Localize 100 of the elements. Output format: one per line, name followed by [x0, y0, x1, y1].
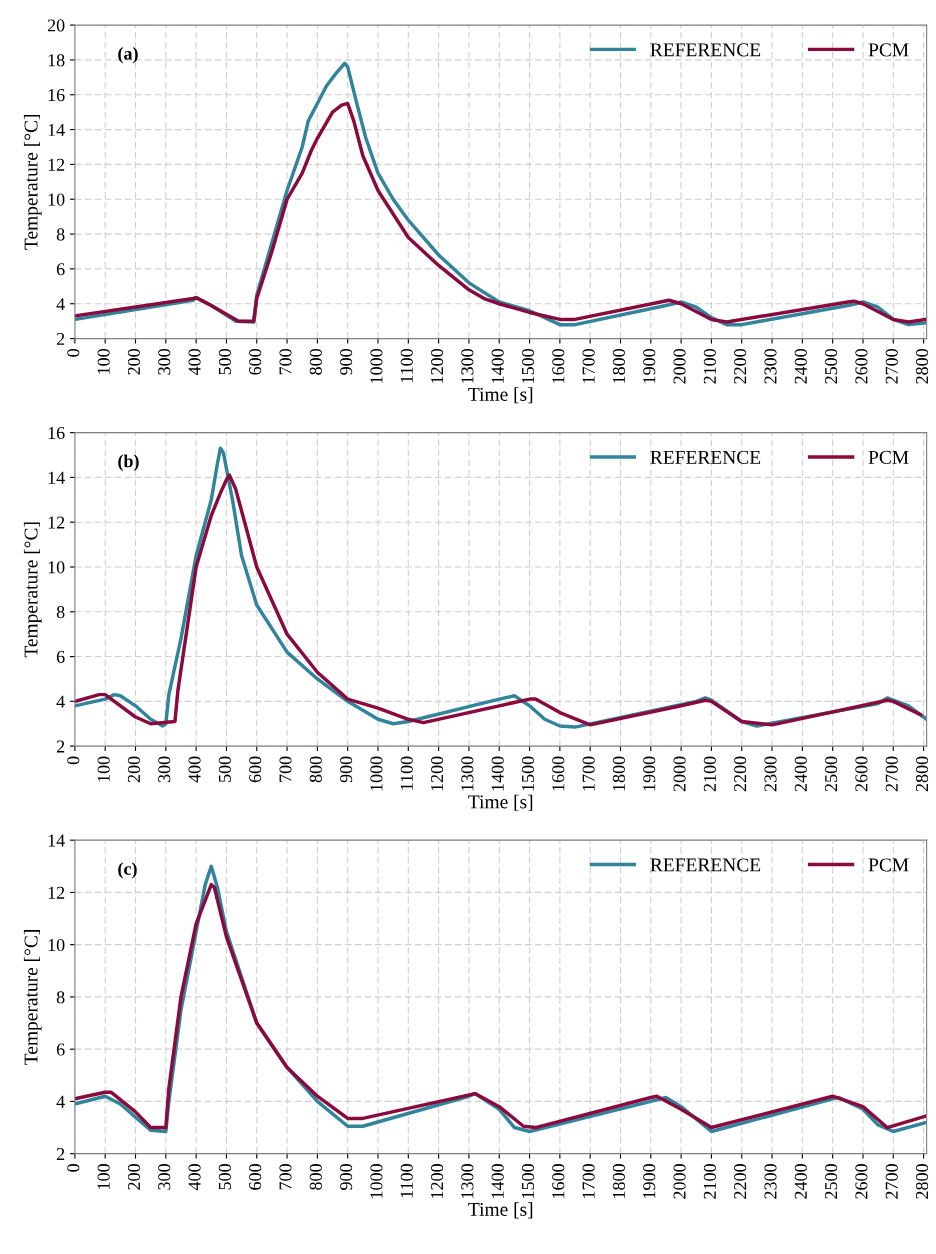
x-tick-label: 1700 — [582, 756, 595, 791]
x-tick-label: 900 — [340, 1164, 353, 1190]
x-tick-label: 2400 — [794, 348, 807, 384]
y-tick-label: 2 — [56, 740, 65, 753]
x-tick-label: 1400 — [491, 1164, 504, 1198]
x-tick-label: 1000 — [370, 1164, 383, 1198]
x-tick-label: 0 — [67, 348, 80, 357]
x-tick-label: 2100 — [703, 348, 716, 384]
y-axis-title: Temperature [°C] — [23, 522, 42, 658]
legend-label: REFERENCE — [650, 43, 761, 57]
x-tick-label: 1100 — [400, 1164, 413, 1198]
x-tick-label: 900 — [340, 348, 353, 375]
x-tick-label: 1700 — [582, 1164, 595, 1198]
x-tick-label: 2000 — [673, 1164, 686, 1199]
x-tick-label: 400 — [188, 1164, 201, 1191]
y-axis-title: Temperature [°C] — [23, 930, 42, 1065]
x-tick-label: 700 — [279, 756, 292, 782]
x-tick-label: 1300 — [461, 1164, 474, 1198]
x-tick-label: 1200 — [430, 348, 444, 383]
x-tick-label: 700 — [279, 348, 292, 375]
x-tick-label: 300 — [158, 756, 171, 783]
legend-label: PCM — [868, 858, 909, 872]
x-tick-label: 2800 — [915, 1164, 929, 1199]
x-tick-label: 1600 — [552, 1164, 565, 1198]
x-tick-label: 2300 — [764, 756, 777, 792]
y-tick-label: 14 — [48, 834, 65, 847]
x-tick-label: 1600 — [552, 756, 565, 791]
legend-label: PCM — [868, 43, 909, 57]
x-tick-label: 500 — [218, 1164, 231, 1190]
x-tick-label: 400 — [188, 348, 201, 376]
x-tick-label: 1000 — [370, 348, 383, 383]
legend-label: REFERENCE — [650, 450, 761, 464]
y-tick-label: 12 — [48, 886, 65, 899]
y-tick-label: 6 — [56, 263, 65, 276]
x-tick-label: 300 — [158, 1164, 171, 1190]
y-tick-label: 10 — [48, 193, 65, 206]
x-tick-label: 300 — [158, 348, 171, 375]
y-tick-label: 12 — [48, 158, 65, 171]
x-tick-label: 100 — [97, 348, 110, 374]
y-tick-label: 8 — [56, 606, 65, 619]
x-tick-label: 2200 — [734, 348, 747, 384]
x-tick-label: 1300 — [461, 348, 474, 383]
x-tick-label: 2600 — [855, 1164, 868, 1199]
x-tick-label: 2200 — [734, 756, 747, 792]
legend-label: REFERENCE — [650, 858, 761, 872]
x-tick-label: 0 — [67, 1164, 80, 1172]
x-tick-label: 200 — [127, 756, 141, 783]
x-tick-label: 2100 — [703, 1164, 716, 1199]
y-tick-label: 12 — [48, 516, 65, 529]
x-tick-label: 800 — [309, 1164, 322, 1190]
x-tick-label: 2600 — [855, 756, 868, 792]
x-tick-label: 1100 — [400, 756, 413, 790]
x-tick-label: 2300 — [764, 348, 777, 384]
y-tick-label: 14 — [48, 123, 65, 136]
x-tick-label: 1700 — [582, 348, 595, 383]
x-tick-label: 1900 — [643, 1164, 656, 1198]
y-tick-label: 16 — [48, 89, 65, 102]
y-tick-label: 20 — [47, 19, 65, 32]
x-tick-label: 2000 — [673, 756, 686, 792]
x-tick-label: 2700 — [885, 1164, 898, 1199]
x-tick-label: 100 — [97, 1164, 110, 1189]
x-tick-label: 1800 — [612, 348, 626, 383]
x-tick-label: 2400 — [794, 756, 807, 792]
x-axis-title: Time [s] — [468, 1202, 533, 1219]
x-tick-label: 600 — [249, 1164, 262, 1190]
x-tick-label: 1500 — [521, 1164, 535, 1198]
x-tick-label: 2300 — [764, 1164, 777, 1199]
x-tick-label: 700 — [279, 1164, 292, 1190]
y-tick-label: 8 — [56, 228, 65, 241]
x-tick-label: 600 — [249, 348, 262, 375]
x-tick-label: 1300 — [461, 756, 474, 791]
x-tick-label: 800 — [309, 756, 322, 783]
x-tick-label: 2200 — [734, 1164, 747, 1199]
y-tick-label: 10 — [48, 938, 65, 952]
x-tick-label: 2500 — [825, 756, 838, 792]
x-tick-label: 200 — [127, 348, 141, 375]
x-tick-label: 2800 — [915, 348, 929, 384]
x-tick-label: 1900 — [643, 348, 656, 383]
y-tick-label: 4 — [56, 695, 65, 708]
x-tick-label: 1000 — [370, 756, 383, 791]
y-tick-label: 2 — [56, 332, 65, 345]
x-tick-label: 1800 — [612, 756, 626, 791]
x-tick-label: 0 — [67, 756, 80, 765]
y-tick-label: 2 — [56, 1147, 65, 1160]
x-tick-label: 1600 — [552, 348, 565, 383]
x-tick-label: 200 — [127, 1164, 141, 1190]
x-tick-label: 1400 — [491, 756, 504, 791]
x-tick-label: 100 — [97, 756, 110, 782]
x-axis-title: Time [s] — [468, 794, 533, 811]
x-tick-label: 500 — [218, 348, 231, 375]
x-tick-label: 2700 — [885, 756, 898, 792]
y-tick-label: 18 — [48, 54, 65, 67]
y-tick-label: 16 — [48, 426, 65, 440]
y-tick-label: 8 — [56, 991, 65, 1004]
x-tick-label: 500 — [218, 756, 231, 782]
annotation: (c) — [118, 862, 137, 879]
y-axis-title: Temperature [°C] — [23, 115, 42, 250]
annotation: (a) — [118, 47, 138, 64]
annotation: (b) — [118, 454, 139, 471]
x-tick-label: 900 — [340, 756, 353, 783]
